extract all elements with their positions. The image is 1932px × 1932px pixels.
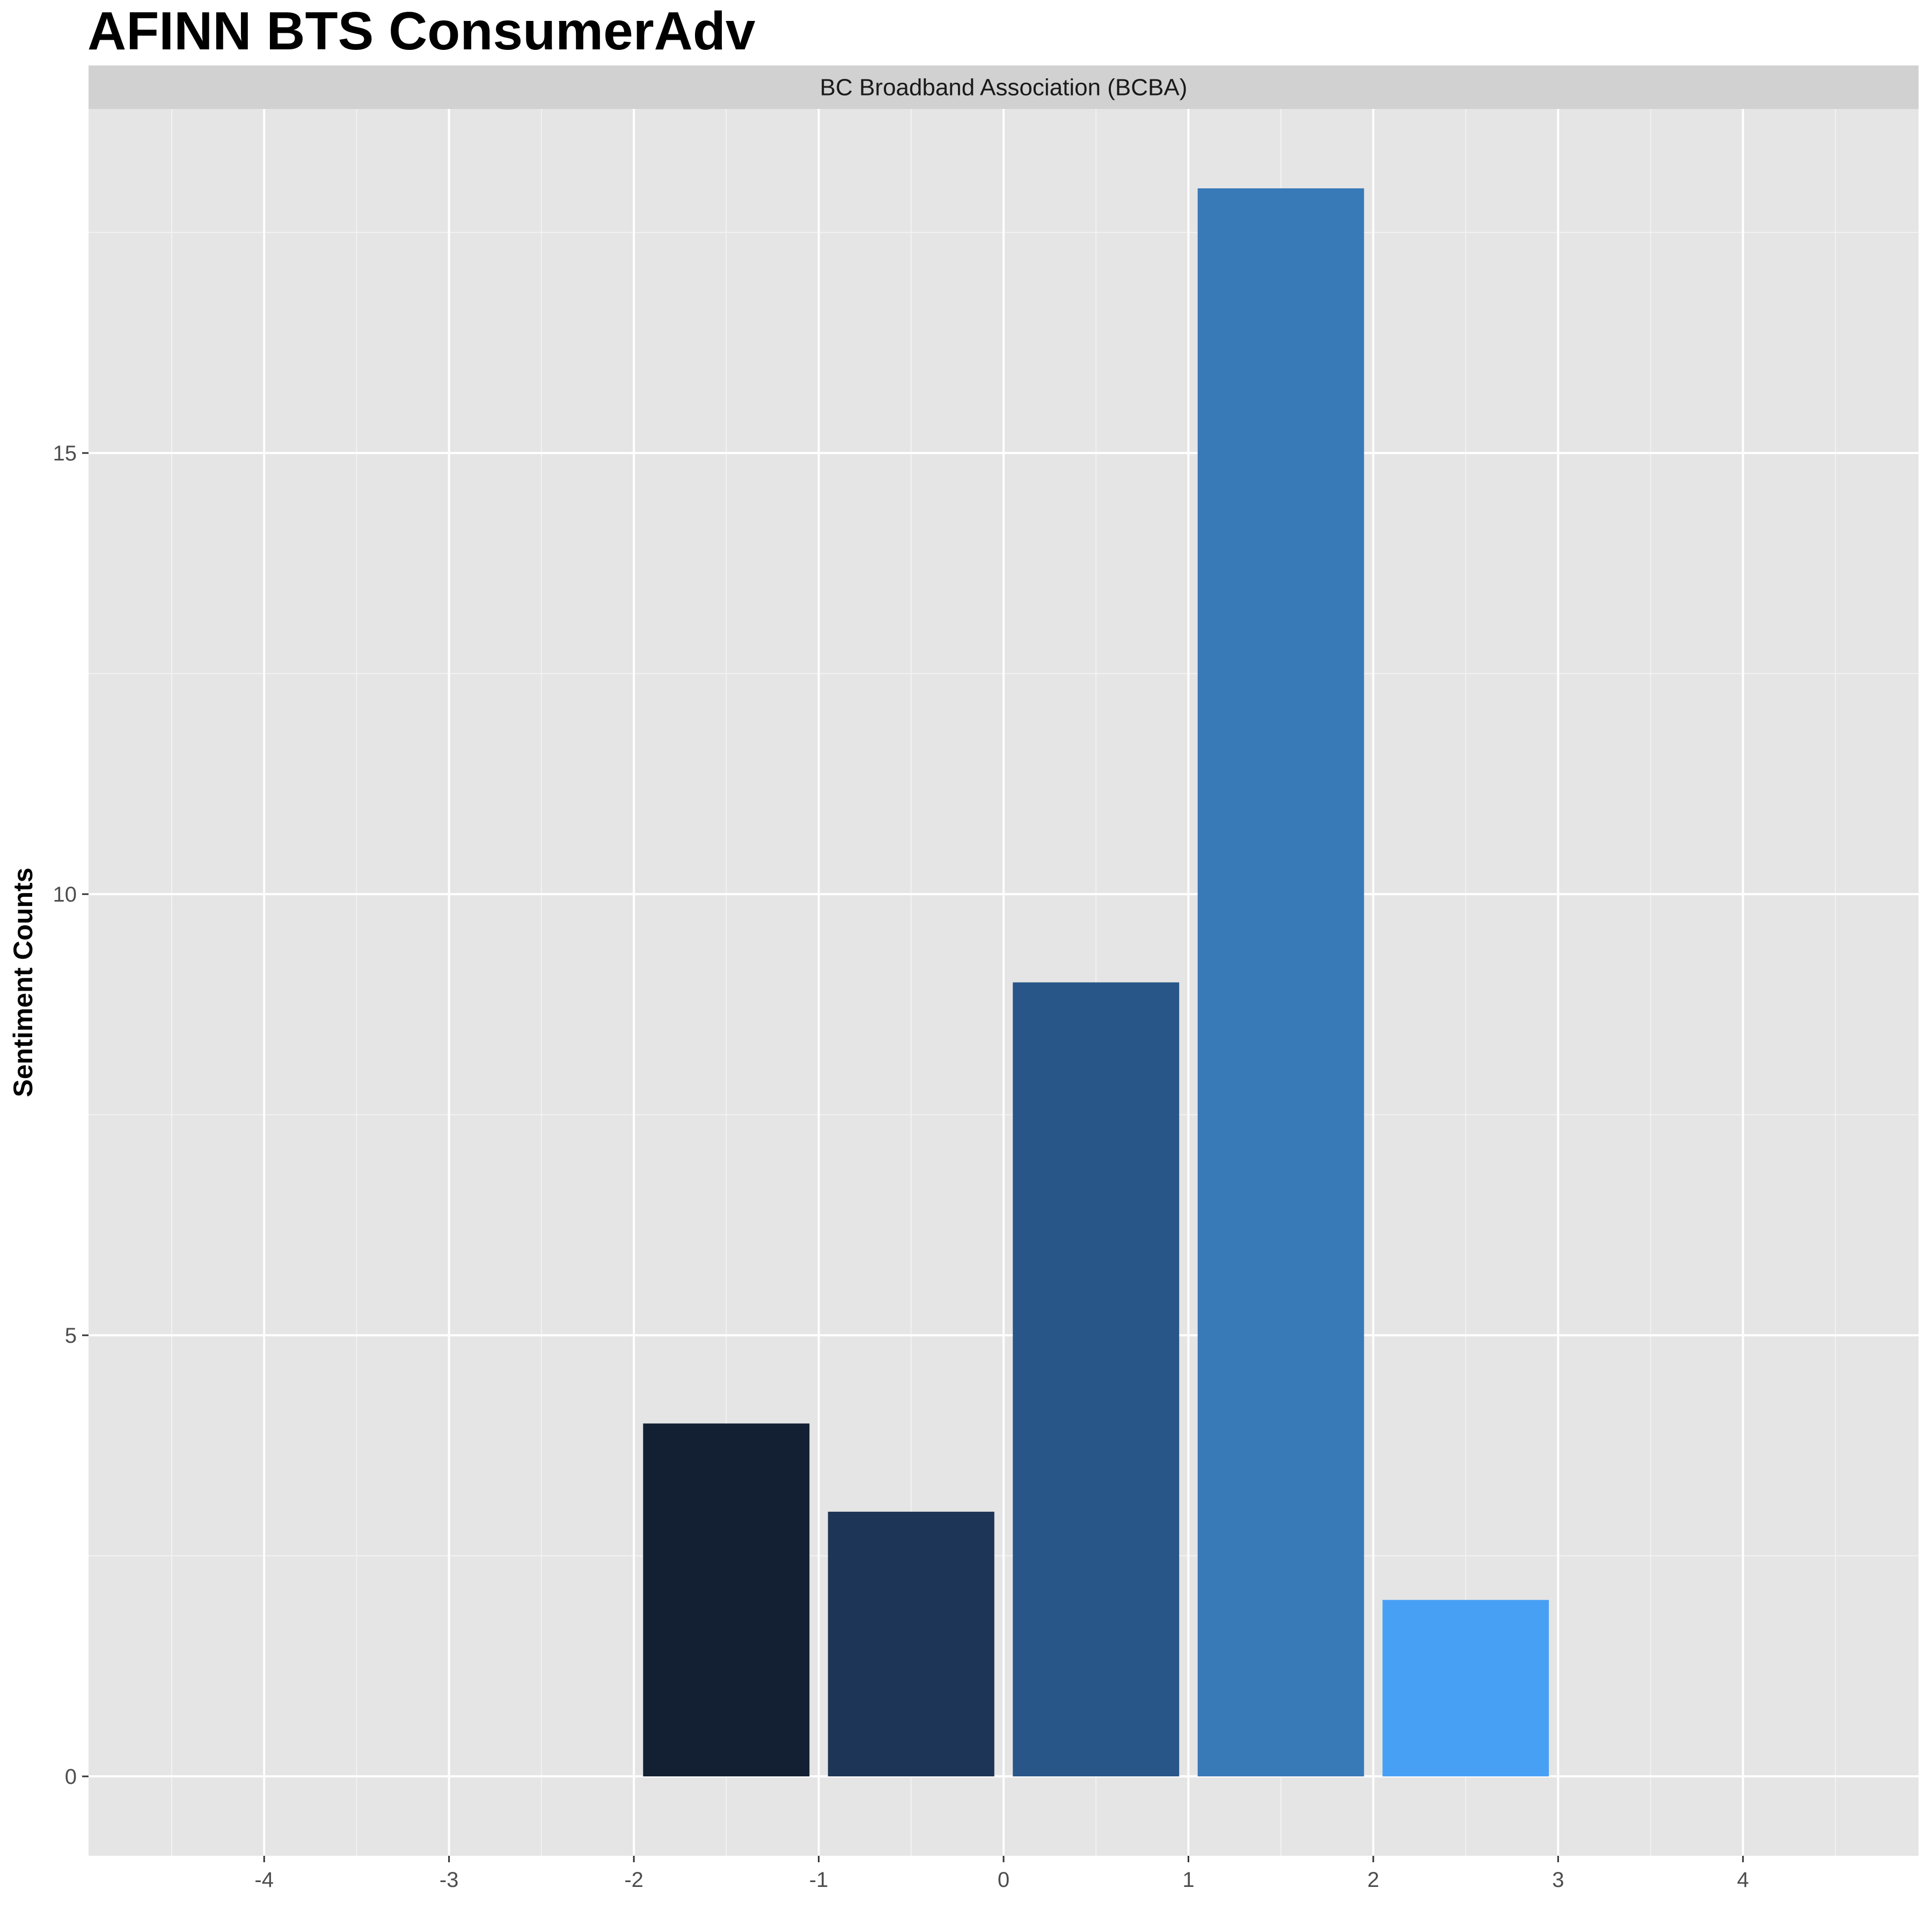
facet-strip-label: BC Broadband Association (BCBA) [820,75,1188,101]
bar [1013,982,1180,1777]
x-tick-label: -1 [809,1868,829,1892]
x-tick-label: -4 [254,1868,274,1892]
bar [1382,1600,1549,1777]
y-tick-label: 5 [65,1324,77,1348]
y-axis: 0 5 10 15 [53,442,89,1789]
facet-strip [89,65,1919,109]
chart-title: AFINN BTS ConsumerAdv [87,1,756,61]
bar [1197,188,1364,1777]
x-tick-label: 4 [1737,1868,1749,1892]
bar [643,1423,810,1777]
x-tick-label: 3 [1552,1868,1564,1892]
x-tick-label: -3 [440,1868,459,1892]
y-tick-label: 10 [53,883,77,906]
y-tick-label: 0 [65,1765,77,1789]
y-tick-label: 15 [53,442,77,465]
x-tick-label: 0 [998,1868,1009,1892]
bar [828,1511,994,1777]
bars [643,188,1549,1777]
x-tick-label: 2 [1367,1868,1379,1892]
x-axis: -4 -3 -2 -1 0 1 2 3 4 [254,1856,1749,1892]
x-tick-label: -2 [624,1868,643,1892]
y-axis-title: Sentiment Counts [8,868,38,1097]
x-tick-label: 1 [1182,1868,1194,1892]
major-gridlines [89,109,1919,1856]
